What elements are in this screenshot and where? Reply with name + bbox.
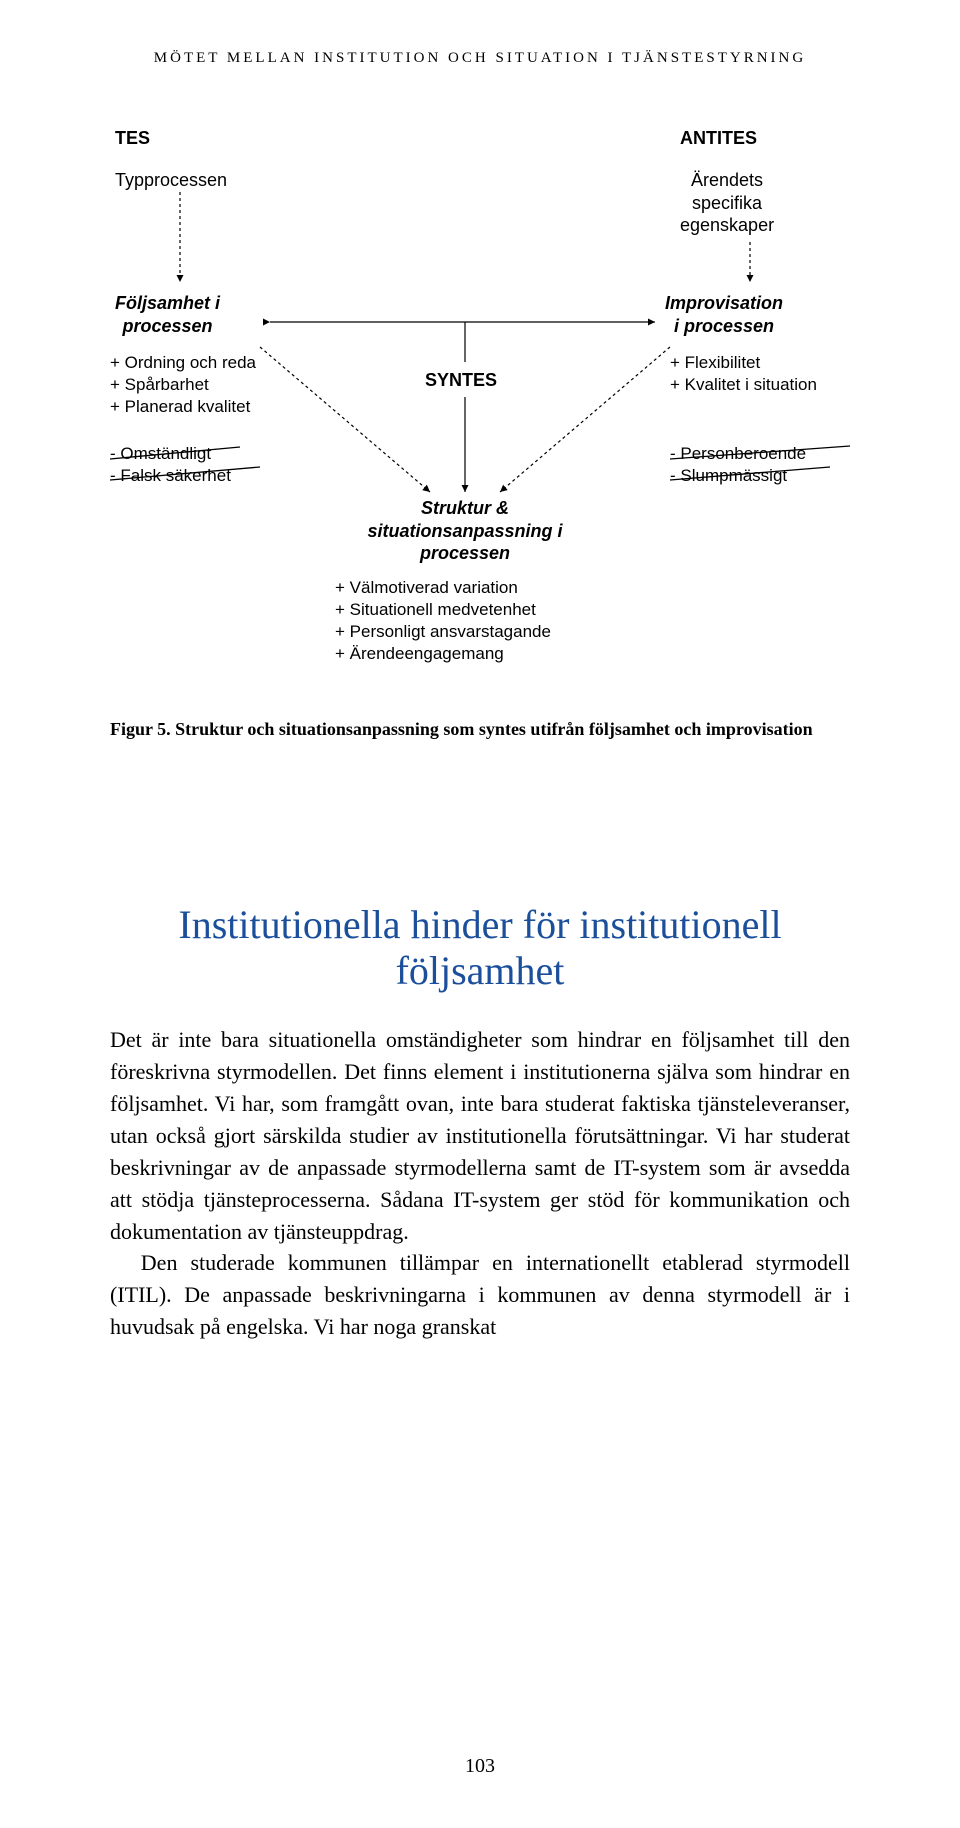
syn-4: + Ärendeengagemang xyxy=(335,643,504,664)
page-number: 103 xyxy=(0,1755,960,1778)
syn-1: + Välmotiverad variation xyxy=(335,577,518,598)
typprocessen-label: Typprocessen xyxy=(115,169,227,192)
antites-label: ANTITES xyxy=(680,127,757,150)
right-neg-1: - Personberoende xyxy=(670,443,806,464)
section-title: Institutionella hinder för institutionel… xyxy=(110,902,850,994)
running-head: MÖTET MELLAN INSTITUTION OCH SITUATION I… xyxy=(110,50,850,67)
right-pos-2: + Kvalitet i situation xyxy=(670,374,817,395)
synthesis-diagram: TES ANTITES Typprocessen Ärendets specif… xyxy=(110,127,850,707)
foljsamhet-heading: Följsamhet i processen xyxy=(115,292,220,337)
syntes-label: SYNTES xyxy=(425,369,497,392)
tes-label: TES xyxy=(115,127,150,150)
paragraph-1: Det är inte bara situationella omständig… xyxy=(110,1024,850,1247)
arendets-label: Ärendets specifika egenskaper xyxy=(680,169,774,237)
left-neg-2: - Falsk säkerhet xyxy=(110,465,231,486)
struktur-heading: Struktur & situationsanpassning i proces… xyxy=(350,497,580,565)
paragraph-2: Den studerade kommunen tillämpar en inte… xyxy=(110,1247,850,1343)
left-pos-2: + Spårbarhet xyxy=(110,374,209,395)
left-pos-3: + Planerad kvalitet xyxy=(110,396,250,417)
right-pos-1: + Flexibilitet xyxy=(670,352,760,373)
syn-3: + Personligt ansvarstagande xyxy=(335,621,551,642)
body-text: Det är inte bara situationella omständig… xyxy=(110,1024,850,1343)
left-neg-1: - Omständligt xyxy=(110,443,211,464)
left-pos-1: + Ordning och reda xyxy=(110,352,256,373)
syn-2: + Situationell medvetenhet xyxy=(335,599,536,620)
figure-caption: Figur 5. Struktur och situationsanpassni… xyxy=(110,717,850,742)
right-neg-2: - Slumpmässigt xyxy=(670,465,787,486)
improvisation-heading: Improvisation i processen xyxy=(665,292,783,337)
